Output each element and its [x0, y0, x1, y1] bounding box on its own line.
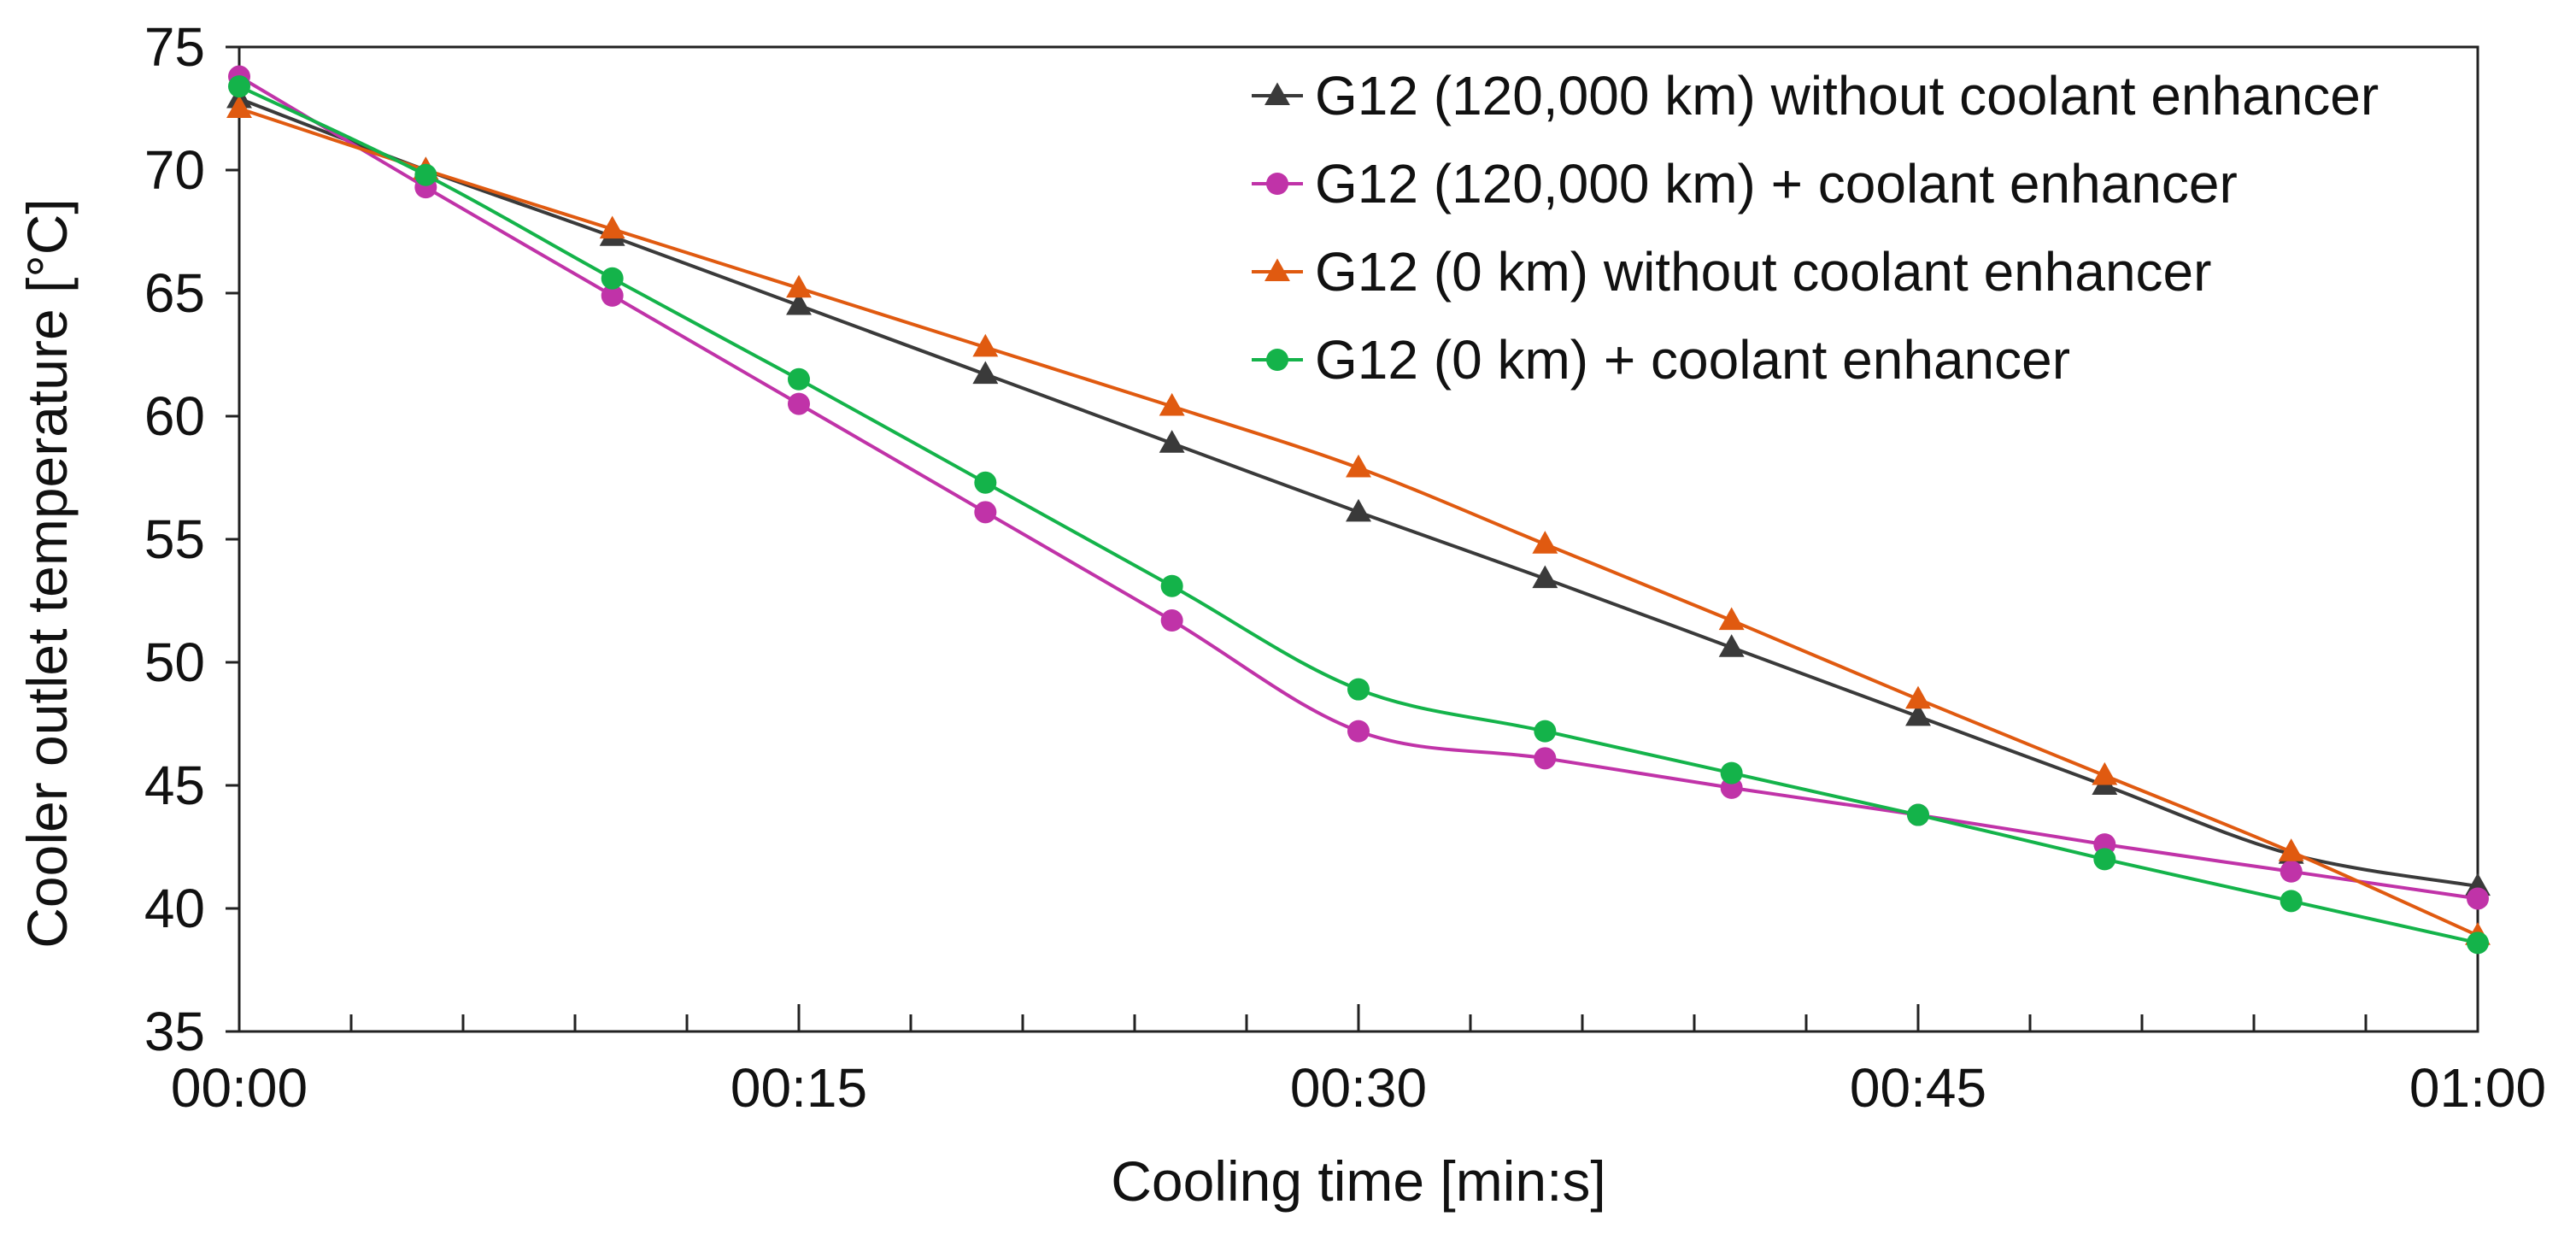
x-tick-label: 00:45 — [1850, 1057, 1986, 1119]
data-point — [599, 215, 625, 239]
data-point — [2092, 761, 2118, 785]
x-axis-title: Cooling time [min:s] — [1111, 1149, 1606, 1213]
data-point — [226, 95, 252, 119]
legend-item-g12-120k-no-enhancer: G12 (120,000 km) without coolant enhance… — [1252, 65, 2379, 126]
data-point — [1347, 678, 1370, 701]
data-point — [972, 333, 999, 357]
data-point — [1532, 565, 1558, 589]
data-point — [1534, 720, 1557, 743]
data-point — [1346, 498, 1371, 522]
data-point — [2280, 860, 2303, 883]
plot-area — [226, 45, 2491, 1033]
data-point — [1534, 747, 1557, 770]
data-point — [228, 75, 250, 98]
data-point — [1907, 803, 1929, 826]
data-point — [1160, 574, 1183, 597]
y-axis-tick-labels: 35 40 45 50 55 60 65 70 75 — [144, 16, 205, 1062]
y-axis-title: Cooler outlet temperature [°C] — [15, 198, 79, 948]
legend-label: G12 (0 km) + coolant enhancer — [1315, 329, 2070, 391]
data-point — [2467, 931, 2489, 955]
legend-marker — [1266, 349, 1288, 371]
legend-label: G12 (120,000 km) without coolant enhance… — [1315, 65, 2379, 126]
data-point — [2280, 890, 2303, 913]
x-tick-label: 00:30 — [1290, 1057, 1427, 1119]
legend-item-g12-120k-enhancer: G12 (120,000 km) + coolant enhancer — [1252, 153, 2238, 215]
data-point — [601, 267, 624, 290]
data-point — [1347, 720, 1370, 743]
data-point — [788, 392, 810, 415]
data-point — [788, 367, 810, 391]
y-tick-label: 40 — [144, 878, 205, 939]
x-tick-label: 00:15 — [731, 1057, 867, 1119]
data-point — [974, 471, 997, 494]
data-point — [2278, 838, 2304, 861]
data-point — [1159, 430, 1185, 453]
legend-marker — [1266, 173, 1288, 195]
data-point — [1532, 531, 1558, 554]
y-tick-label: 35 — [144, 1001, 205, 1062]
y-tick-label: 55 — [144, 508, 205, 570]
x-axis-ticks — [238, 1004, 2479, 1031]
series-g12-0k-enhancer — [228, 75, 2489, 955]
y-tick-label: 75 — [144, 16, 205, 78]
series-layer — [226, 65, 2491, 955]
x-tick-label: 01:00 — [2409, 1057, 2546, 1119]
data-point — [1905, 702, 1931, 726]
series-g12-120k-enhancer — [228, 65, 2489, 910]
legend: G12 (120,000 km) without coolant enhance… — [1252, 65, 2379, 391]
data-point — [786, 274, 812, 298]
legend-label: G12 (0 km) without coolant enhancer — [1315, 241, 2211, 303]
y-axis-ticks — [226, 45, 239, 1033]
data-point — [2467, 887, 2489, 910]
data-point — [1905, 685, 1931, 709]
data-point — [2093, 848, 2116, 871]
data-point — [974, 501, 997, 524]
y-tick-label: 50 — [144, 632, 205, 693]
data-point — [414, 163, 437, 186]
data-point — [972, 361, 999, 385]
data-point — [1160, 609, 1183, 632]
legend-label: G12 (120,000 km) + coolant enhancer — [1315, 153, 2238, 215]
y-tick-label: 65 — [144, 262, 205, 324]
x-axis-tick-labels: 00:00 00:15 00:30 00:45 01:00 — [171, 1057, 2546, 1119]
series-g12-0k-no-enhancer — [226, 95, 2491, 945]
data-point — [786, 291, 812, 315]
y-tick-label: 45 — [144, 755, 205, 816]
legend-item-g12-0k-no-enhancer: G12 (0 km) without coolant enhancer — [1252, 241, 2211, 303]
data-point — [1720, 761, 1743, 785]
data-point — [601, 284, 624, 307]
data-point — [1718, 634, 1745, 657]
data-point — [1718, 607, 1745, 631]
series-line-g12-0k-no-enhancer — [238, 107, 2479, 937]
x-tick-label: 00:00 — [171, 1057, 308, 1119]
legend-marker — [1265, 82, 1290, 106]
legend-marker — [1265, 258, 1290, 282]
legend-item-g12-0k-enhancer: G12 (0 km) + coolant enhancer — [1252, 329, 2070, 391]
data-point — [1159, 392, 1185, 416]
data-point — [1346, 454, 1371, 478]
y-tick-label: 70 — [144, 139, 205, 201]
y-tick-label: 60 — [144, 385, 205, 447]
